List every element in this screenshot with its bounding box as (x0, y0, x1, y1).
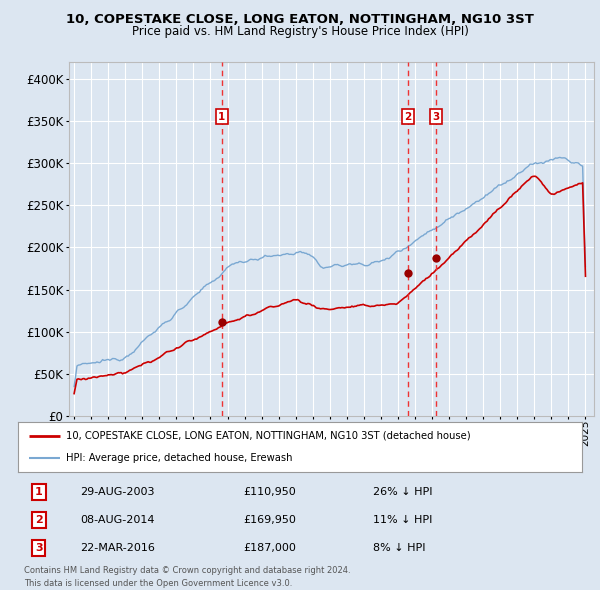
Text: This data is licensed under the Open Government Licence v3.0.: This data is licensed under the Open Gov… (24, 579, 292, 588)
Text: HPI: Average price, detached house, Erewash: HPI: Average price, detached house, Erew… (66, 453, 292, 463)
Text: 10, COPESTAKE CLOSE, LONG EATON, NOTTINGHAM, NG10 3ST: 10, COPESTAKE CLOSE, LONG EATON, NOTTING… (66, 13, 534, 26)
Text: 11% ↓ HPI: 11% ↓ HPI (373, 515, 433, 525)
Text: 1: 1 (35, 487, 43, 497)
Text: 08-AUG-2014: 08-AUG-2014 (80, 515, 155, 525)
Text: 29-AUG-2003: 29-AUG-2003 (80, 487, 155, 497)
Text: 3: 3 (35, 543, 43, 553)
Text: 10, COPESTAKE CLOSE, LONG EATON, NOTTINGHAM, NG10 3ST (detached house): 10, COPESTAKE CLOSE, LONG EATON, NOTTING… (66, 431, 470, 441)
Text: £169,950: £169,950 (244, 515, 296, 525)
Text: 3: 3 (432, 112, 439, 122)
Text: 2: 2 (404, 112, 412, 122)
Text: 26% ↓ HPI: 26% ↓ HPI (373, 487, 433, 497)
Text: Contains HM Land Registry data © Crown copyright and database right 2024.: Contains HM Land Registry data © Crown c… (24, 566, 350, 575)
Text: 8% ↓ HPI: 8% ↓ HPI (373, 543, 426, 553)
Text: Price paid vs. HM Land Registry's House Price Index (HPI): Price paid vs. HM Land Registry's House … (131, 25, 469, 38)
Text: £110,950: £110,950 (244, 487, 296, 497)
Text: 2: 2 (35, 515, 43, 525)
Text: £187,000: £187,000 (244, 543, 296, 553)
Text: 22-MAR-2016: 22-MAR-2016 (80, 543, 155, 553)
Text: 1: 1 (218, 112, 226, 122)
